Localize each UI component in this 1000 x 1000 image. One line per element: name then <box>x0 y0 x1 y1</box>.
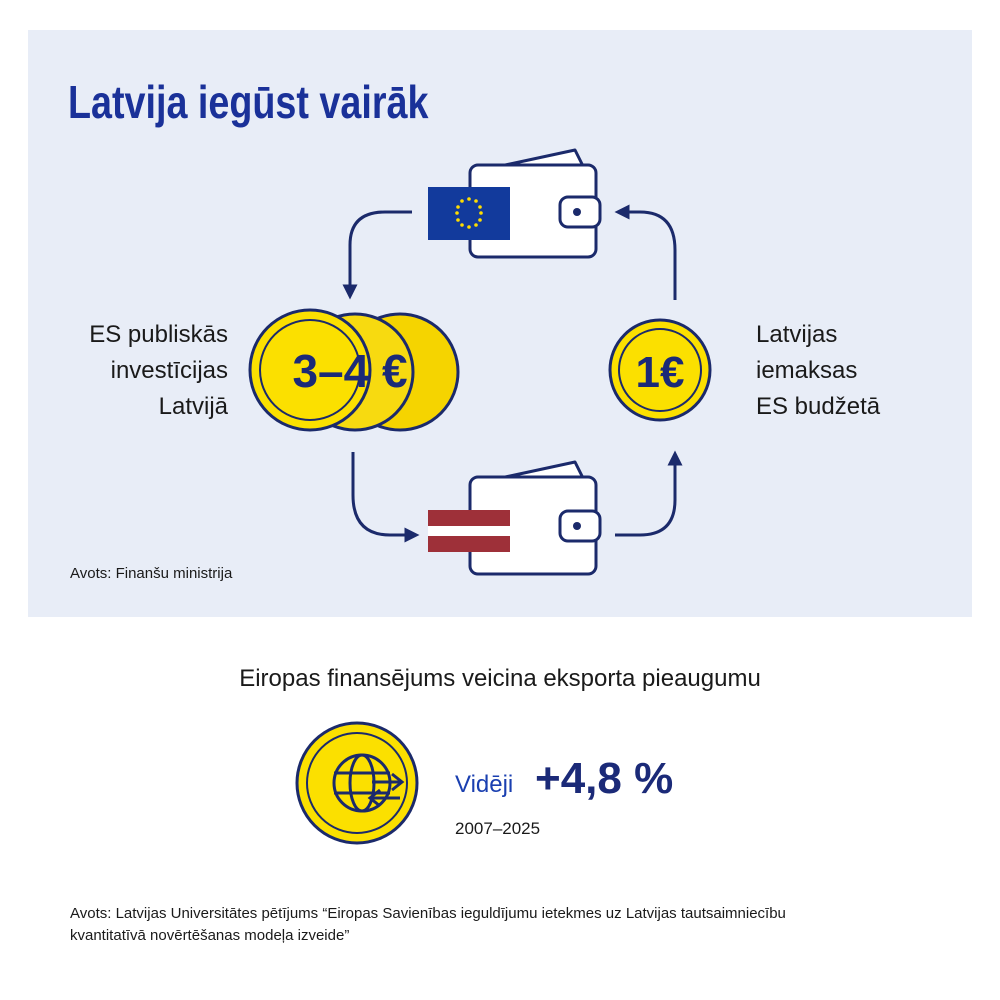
globe-icon <box>295 721 419 845</box>
coin-right <box>608 318 712 422</box>
arrow <box>615 450 683 537</box>
wallet-bottom <box>428 460 602 576</box>
arrow <box>351 452 420 543</box>
title: Latvija iegūst vairāk <box>68 76 429 127</box>
label: ES publiskās <box>89 321 228 348</box>
arrow <box>342 210 412 300</box>
source: Avots: Finanšu ministrija <box>70 565 233 582</box>
label: iemaksas <box>756 357 857 384</box>
label: Latvijas <box>756 321 837 348</box>
wallet-top <box>428 148 602 259</box>
value: +4,8 % <box>535 754 673 803</box>
label: Latvijā <box>159 393 229 420</box>
coin-value: 1€ <box>636 348 685 397</box>
arrow <box>614 204 677 300</box>
coin-ring <box>618 328 702 412</box>
section-title: Eiropas finansējums veicina eksporta pie… <box>239 665 761 692</box>
coins-left <box>248 308 460 432</box>
period: 2007–2025 <box>455 819 540 838</box>
footer-source: Avots: Latvijas Universitātes pētījums “… <box>70 905 786 922</box>
prefix: Vidēji <box>455 771 513 798</box>
coin-value: 3–4 € <box>292 345 407 397</box>
footer-source: kvantitatīvā novērtēšanas modeļa izveide… <box>70 927 349 944</box>
label: ES budžetā <box>756 393 881 420</box>
label: investīcijas <box>111 357 228 384</box>
